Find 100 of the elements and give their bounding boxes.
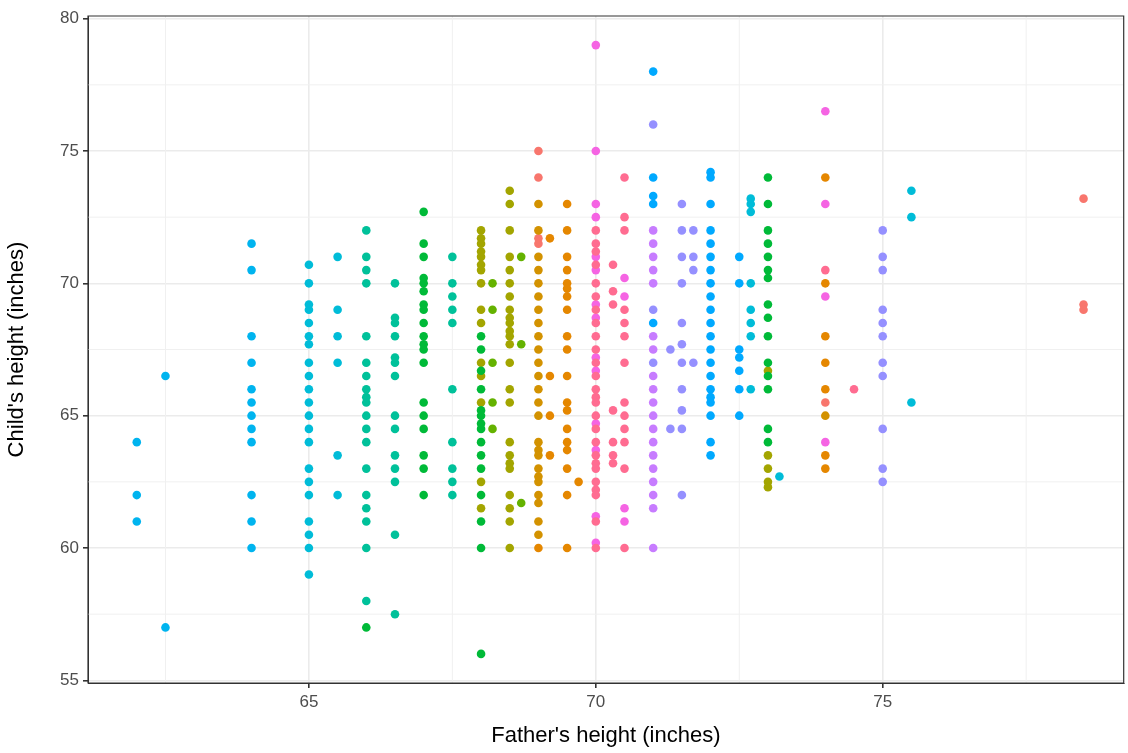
- point: [534, 265, 543, 275]
- point: [390, 371, 400, 381]
- point: [763, 252, 773, 262]
- point: [419, 286, 428, 296]
- point: [505, 451, 515, 460]
- point: [304, 398, 314, 407]
- point: [419, 490, 428, 500]
- point: [488, 424, 497, 434]
- point: [361, 623, 371, 632]
- point: [648, 191, 658, 201]
- point: [534, 173, 543, 182]
- point: [907, 186, 916, 195]
- point: [534, 226, 543, 235]
- point: [132, 517, 142, 526]
- point: [648, 345, 658, 354]
- point: [878, 477, 888, 487]
- point: [516, 252, 526, 262]
- point: [333, 331, 342, 341]
- point: [706, 331, 715, 341]
- point: [821, 265, 830, 275]
- x-tick-label: 70: [586, 691, 606, 711]
- point: [304, 477, 314, 487]
- point: [390, 424, 400, 434]
- point: [361, 371, 371, 381]
- point: [763, 424, 773, 434]
- point: [620, 273, 629, 283]
- point: [562, 305, 572, 315]
- point: [304, 318, 314, 328]
- point: [706, 239, 715, 248]
- point: [562, 292, 572, 301]
- point: [304, 543, 314, 553]
- point: [419, 252, 428, 262]
- point: [333, 451, 342, 460]
- point: [562, 371, 572, 381]
- point: [390, 451, 400, 460]
- point: [648, 543, 658, 553]
- y-tick-label: 55: [60, 670, 79, 690]
- point: [505, 279, 515, 288]
- point: [419, 411, 428, 420]
- point: [907, 212, 916, 222]
- point: [361, 543, 371, 553]
- point: [562, 265, 572, 275]
- point: [534, 252, 543, 262]
- point: [878, 305, 888, 315]
- point: [706, 305, 715, 315]
- point: [534, 543, 543, 553]
- point: [648, 477, 658, 487]
- point: [821, 411, 830, 420]
- point: [706, 265, 715, 275]
- point: [448, 279, 457, 288]
- point: [821, 331, 830, 341]
- point: [562, 345, 572, 354]
- point: [476, 437, 486, 447]
- point: [476, 366, 486, 375]
- y-tick-label: 60: [60, 537, 79, 557]
- point: [505, 490, 515, 500]
- point: [562, 284, 572, 293]
- point: [706, 411, 715, 420]
- point: [591, 371, 601, 381]
- point: [304, 570, 314, 579]
- point: [907, 398, 916, 407]
- point: [608, 451, 618, 460]
- point: [247, 411, 256, 420]
- point: [706, 358, 715, 368]
- point: [361, 398, 371, 407]
- point: [476, 649, 486, 659]
- point: [534, 490, 543, 500]
- point: [706, 292, 715, 301]
- point: [476, 517, 486, 526]
- point: [648, 411, 658, 420]
- point: [620, 173, 629, 182]
- point: [591, 226, 601, 235]
- point: [591, 477, 601, 487]
- point: [304, 517, 314, 526]
- point: [505, 292, 515, 301]
- point: [763, 199, 773, 209]
- point: [620, 331, 629, 341]
- point: [706, 345, 715, 354]
- point: [304, 279, 314, 288]
- point: [562, 406, 572, 415]
- point: [763, 331, 773, 341]
- point: [648, 490, 658, 500]
- point: [361, 265, 371, 275]
- point: [505, 543, 515, 553]
- point: [505, 226, 515, 235]
- point: [534, 411, 543, 420]
- point: [706, 451, 715, 460]
- point: [620, 358, 629, 368]
- point: [516, 498, 526, 508]
- point: [689, 265, 698, 275]
- x-tick-label: 65: [299, 691, 319, 711]
- point: [361, 424, 371, 434]
- point: [591, 398, 601, 407]
- point: [734, 353, 744, 362]
- point: [534, 305, 543, 315]
- point: [247, 543, 256, 553]
- point: [247, 384, 256, 394]
- point: [648, 239, 658, 248]
- point: [706, 371, 715, 381]
- point: [476, 305, 486, 315]
